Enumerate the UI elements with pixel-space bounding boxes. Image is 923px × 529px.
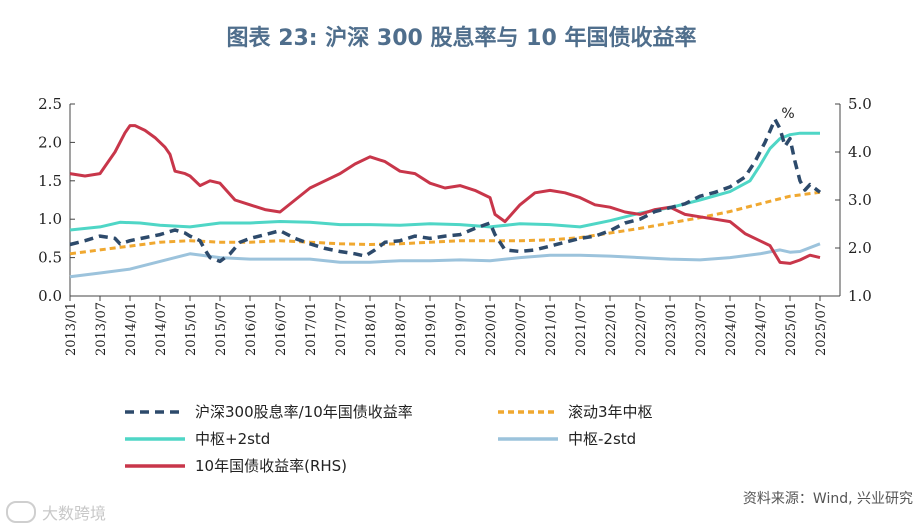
legend-label-center-plus: 中枢+2std <box>195 430 271 448</box>
x-tick-label: 2022/01 <box>604 302 619 356</box>
x-tick-label: 2014/07 <box>154 302 169 356</box>
source-note: 资料来源：Wind, 兴业研究 <box>742 491 913 507</box>
right-tick-label: 2.0 <box>848 239 872 257</box>
x-tick-label: 2025/01 <box>784 302 799 356</box>
legend-label-center-minus: 中枢-2std <box>568 430 637 448</box>
right-tick-label: 5.0 <box>848 95 872 113</box>
legend-label-bond-yield: 10年国债收益率(RHS) <box>195 457 348 475</box>
right-tick-label: 4.0 <box>848 143 872 161</box>
x-tick-label: 2018/07 <box>394 302 409 356</box>
legend-center-plus: 中枢+2std <box>125 428 270 449</box>
x-tick-label: 2015/01 <box>184 302 199 356</box>
x-tick-label: 2020/01 <box>484 302 499 356</box>
legend-rolling-center: 滚动3年中枢 <box>498 401 653 422</box>
series-layer <box>69 117 822 279</box>
x-tick-label: 2017/01 <box>304 302 319 356</box>
x-tick-label: 2017/07 <box>334 302 349 356</box>
series-center-plus <box>69 131 820 232</box>
x-tick-label: 2021/01 <box>544 302 559 356</box>
x-tick-label: 2023/01 <box>664 302 679 356</box>
legend-swatch-center-minus <box>498 436 558 441</box>
labels-layer: 0.0 0.5 1.0 1.5 2.0 2.5 1.0 2.0 3.0 4.0 5.0 2013/01… <box>38 95 872 356</box>
series-dividend-ratio <box>69 117 822 264</box>
x-tick-label: 2022/07 <box>634 302 649 356</box>
x-tick-label: 2021/07 <box>574 302 589 356</box>
x-tick-label: 2019/01 <box>424 302 439 356</box>
left-tick-label: 1.0 <box>38 210 62 228</box>
x-tick-label: 2013/01 <box>64 302 79 356</box>
x-tick-label: 2023/07 <box>694 302 709 356</box>
legend-swatch-center-plus <box>125 436 185 441</box>
series-center-minus <box>69 242 821 279</box>
left-tick-label: 0.5 <box>38 249 62 267</box>
x-tick-label: 2016/01 <box>244 302 259 356</box>
x-tick-label: 2024/07 <box>754 302 769 356</box>
chart-title: 图表 23: 沪深 300 股息率与 10 年国债收益率 <box>226 26 697 51</box>
watermark: 大数跨境 <box>6 500 106 524</box>
left-tick-label: 1.5 <box>38 172 62 190</box>
legend-label-rolling-center: 滚动3年中枢 <box>568 403 653 421</box>
percent-annotation: % <box>781 106 794 122</box>
legend-bond-yield: 10年国债收益率(RHS) <box>125 455 347 476</box>
legend-swatch-bond-yield <box>125 463 185 468</box>
right-tick-label: 1.0 <box>848 287 872 305</box>
left-tick-label: 0.0 <box>38 287 62 305</box>
x-tick-label: 2014/01 <box>124 302 139 356</box>
x-tick-label: 2016/07 <box>274 302 289 356</box>
legend-label-dividend-ratio: 沪深300股息率/10年国债收益率 <box>195 403 413 421</box>
x-tick-label: 2024/01 <box>724 302 739 356</box>
legend-dividend-ratio: 沪深300股息率/10年国债收益率 <box>125 401 413 422</box>
legend-swatch-rolling-center <box>498 409 558 414</box>
watermark-logo-icon <box>6 501 36 523</box>
left-tick-label: 2.0 <box>38 133 62 151</box>
x-tick-label: 2015/07 <box>214 302 229 356</box>
right-tick-label: 3.0 <box>848 191 872 209</box>
series-rolling-center <box>69 190 821 256</box>
watermark-text: 大数跨境 <box>42 504 107 523</box>
axes-layer <box>69 103 841 301</box>
x-tick-label: 2020/07 <box>514 302 529 356</box>
legend-swatch-dividend-ratio <box>125 409 185 414</box>
x-tick-label: 2013/07 <box>94 302 109 356</box>
x-tick-label: 2025/07 <box>814 302 829 356</box>
series-bond-yield <box>69 124 821 265</box>
x-tick-label: 2018/01 <box>364 302 379 356</box>
legend-center-minus: 中枢-2std <box>498 428 636 449</box>
x-tick-label: 2019/07 <box>454 302 469 356</box>
left-tick-label: 2.5 <box>38 95 62 113</box>
